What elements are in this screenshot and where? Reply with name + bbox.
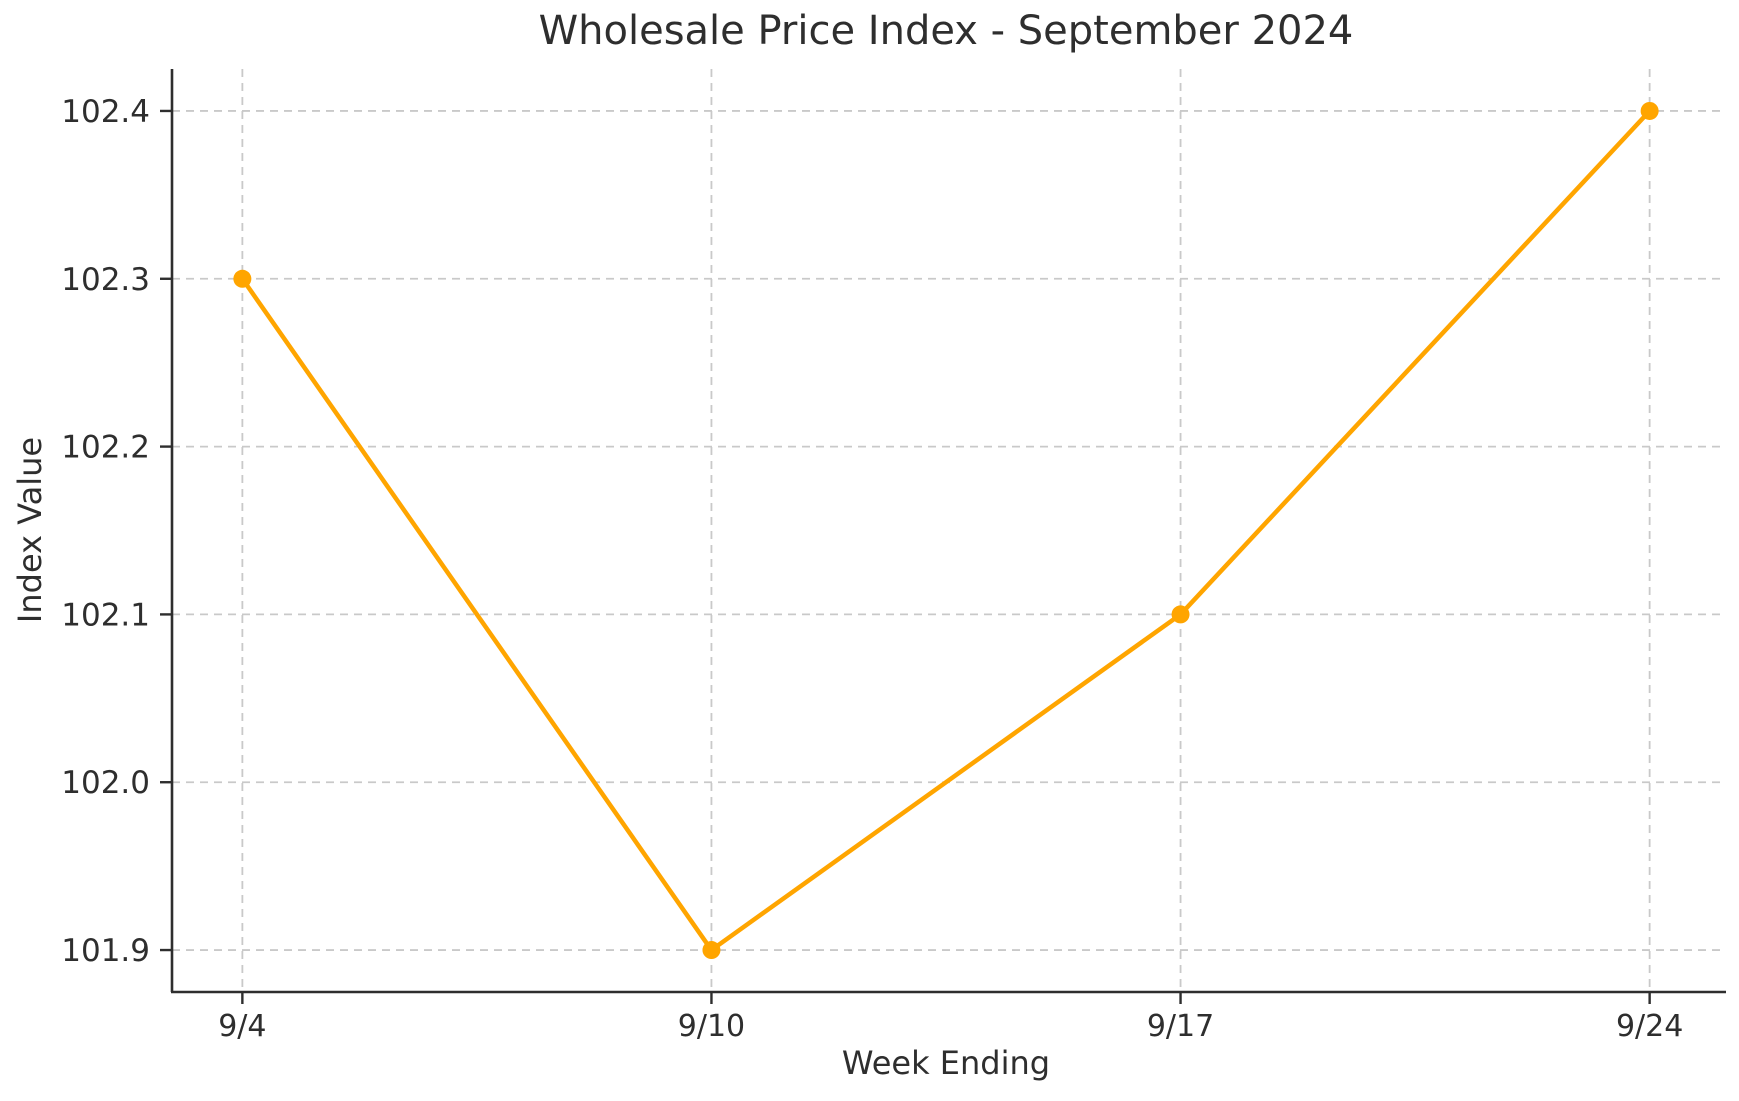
data-point-marker [233, 269, 252, 288]
y-tick-label: 102.1 [61, 597, 150, 633]
y-tick-label: 102.2 [61, 430, 150, 466]
x-tick-label: 9/24 [1616, 1009, 1683, 1044]
y-tick-label: 102.4 [61, 94, 150, 130]
chart-title: Wholesale Price Index - September 2024 [538, 8, 1354, 54]
y-tick-label: 101.9 [61, 933, 150, 969]
x-axis-label: Week Ending [841, 1044, 1051, 1082]
y-tick-label: 102.0 [61, 765, 150, 801]
data-point-marker [702, 941, 721, 960]
data-point-marker [1640, 101, 1659, 120]
y-tick-label: 102.3 [61, 262, 150, 298]
data-line [240, 108, 1652, 953]
data-point-marker [1171, 605, 1190, 624]
x-tick-label: 9/4 [218, 1009, 266, 1044]
x-tick-label: 9/17 [1147, 1009, 1214, 1044]
x-tick-label: 9/10 [678, 1009, 745, 1044]
